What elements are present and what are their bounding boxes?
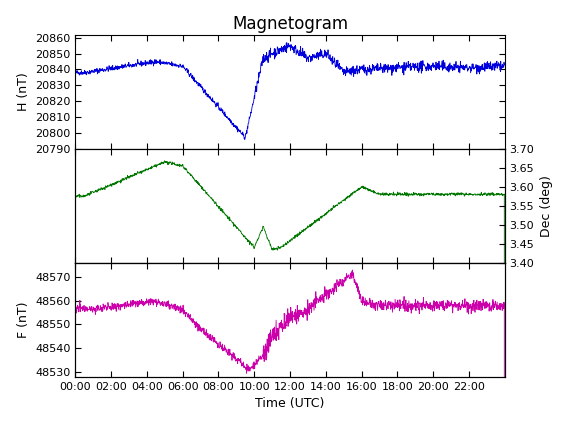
Y-axis label: F (nT): F (nT) — [17, 301, 30, 338]
X-axis label: Time (UTC): Time (UTC) — [255, 397, 325, 410]
Y-axis label: H (nT): H (nT) — [17, 72, 30, 111]
Text: Magnetogram: Magnetogram — [232, 15, 348, 33]
Y-axis label: Dec (deg): Dec (deg) — [540, 175, 553, 236]
